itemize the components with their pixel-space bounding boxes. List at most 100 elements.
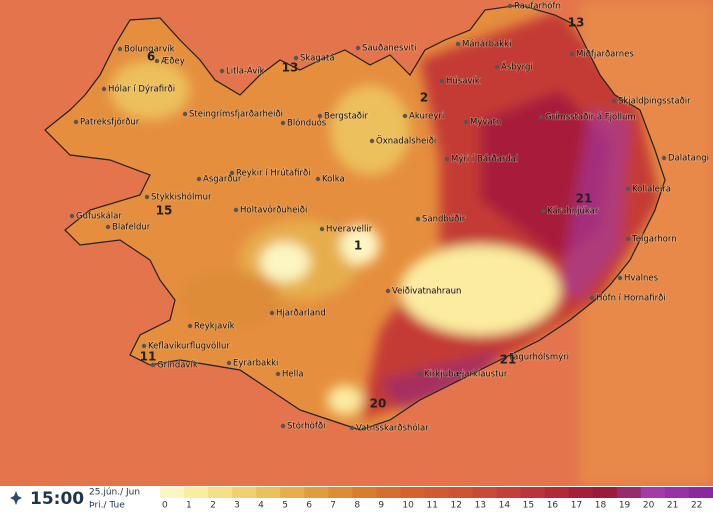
time-icon: [10, 491, 22, 505]
place-marker: [233, 207, 239, 213]
place-label: Akureyri: [409, 112, 444, 122]
legend-swatch: [496, 487, 522, 498]
place-label: Eyrarbakki: [233, 359, 278, 369]
place-label: Hólar í Dýrafirði: [108, 84, 175, 95]
place-marker: [182, 111, 188, 117]
legend-swatch: [664, 487, 690, 498]
place-label: Kollaleira: [632, 185, 671, 195]
place-marker: [196, 176, 202, 182]
place-label: Hveravellir: [326, 225, 373, 235]
contour-label: 6: [147, 50, 155, 64]
place-label: Skagatá: [300, 54, 335, 64]
place-marker: [226, 360, 232, 366]
legend-label: 1: [186, 501, 192, 511]
place-marker: [117, 46, 123, 52]
legend-label: 6: [306, 501, 312, 511]
place-label: Dalatangi: [668, 154, 709, 164]
place-label: Vatnsskarðshólar: [356, 423, 429, 434]
legend-swatch: [448, 487, 474, 498]
place-label: Hella: [282, 370, 304, 380]
legend-label: 5: [282, 501, 288, 511]
place-marker: [280, 423, 286, 429]
place-marker: [154, 58, 160, 64]
legend-label: 19: [619, 501, 631, 511]
legend-swatch: [328, 487, 353, 498]
place-marker: [385, 288, 391, 294]
place-marker: [369, 138, 375, 144]
place-marker: [417, 371, 423, 377]
place-marker: [144, 194, 150, 200]
legend-swatch: [160, 487, 185, 498]
place-marker: [611, 98, 617, 104]
place-label: Blönduós: [287, 118, 327, 129]
place-label: Teigarhorn: [631, 235, 677, 245]
legend-label: 2: [210, 501, 216, 511]
place-label: Fagurhólsmýri: [509, 352, 569, 363]
place-marker: [319, 226, 325, 232]
place-label: Steingrímsfjarðarheiði: [189, 110, 283, 120]
place-label: Mývatn: [470, 118, 501, 128]
legend-swatch: [592, 487, 618, 498]
legend-label: 13: [475, 501, 486, 511]
place-label: Stórhöfði: [287, 421, 325, 432]
place-label: Grímsstaðir á Fjöllum: [545, 113, 636, 123]
legend-swatch: [280, 487, 305, 498]
place-marker: [625, 186, 631, 192]
legend-swatch: [616, 487, 642, 498]
place-marker: [415, 216, 421, 222]
place-marker: [538, 114, 544, 120]
place-marker: [229, 170, 235, 176]
place-label: Asgarður: [203, 175, 242, 185]
place-label: Mýri í Bárðardal: [451, 155, 518, 165]
place-label: Hvalnes: [624, 274, 659, 284]
place-label: Húsavík: [446, 77, 480, 87]
place-marker: [101, 86, 107, 92]
legend-label: 17: [571, 501, 582, 511]
legend-swatch: [184, 487, 209, 498]
place-label: Grindavík: [157, 361, 198, 371]
legend-label: 15: [523, 501, 534, 511]
place-marker: [275, 371, 281, 377]
place-label: Bolungarvík: [124, 45, 175, 55]
place-label: Æðey: [161, 57, 185, 67]
place-marker: [187, 323, 193, 329]
place-label: Reykir í Hrútafirði: [236, 169, 311, 179]
legend-label: 9: [378, 501, 384, 511]
place-marker: [463, 119, 469, 125]
place-marker: [589, 295, 595, 301]
place-marker: [540, 208, 546, 214]
place-label: Sauðanesviti: [362, 44, 417, 54]
place-label: Keflavíkurflugvöllur: [148, 342, 230, 352]
place-marker: [402, 113, 408, 119]
legend-label: 16: [547, 501, 559, 511]
legend-label: 21: [667, 501, 678, 511]
contour-label: 15: [156, 204, 173, 218]
legend-swatch: [232, 487, 257, 498]
legend-swatch: [568, 487, 594, 498]
legend-label: 0: [162, 501, 168, 511]
legend-label: 20: [643, 501, 655, 511]
place-marker: [494, 64, 500, 70]
legend-swatch: [352, 487, 377, 498]
place-label: Öxnadalsheiði: [376, 136, 436, 147]
place-marker: [293, 55, 299, 61]
legend-swatch: [304, 487, 329, 498]
legend-label: 10: [402, 501, 414, 511]
place-marker: [73, 119, 79, 125]
legend-label: 14: [499, 501, 511, 511]
place-label: Miðfjarðarnes: [576, 50, 634, 60]
contour-label: 21: [500, 353, 517, 367]
place-label: Kárahnjúkar: [547, 207, 599, 217]
legend-swatch: [208, 487, 233, 498]
place-marker: [280, 120, 286, 126]
legend-swatch: [376, 487, 401, 498]
place-label: Skjaldþingsstaðir: [618, 97, 691, 107]
legend-swatch: [400, 487, 425, 498]
place-label: Mánárbakki: [462, 40, 511, 50]
place-marker: [69, 213, 75, 219]
place-marker: [661, 155, 667, 161]
legend: 0 1 2 3 4 5 6 7 8 9 10 11 12 13 14 15 16 17 18 19 20 21 22: [160, 487, 713, 511]
place-marker: [455, 41, 461, 47]
